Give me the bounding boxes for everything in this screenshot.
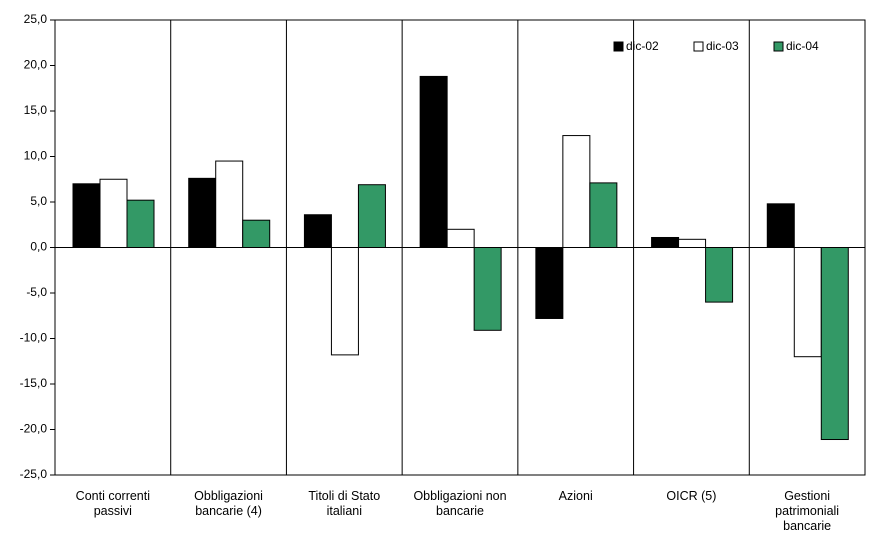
bar — [72, 183, 101, 249]
legend-swatch — [613, 41, 624, 52]
bar — [419, 75, 448, 248]
bar — [126, 199, 155, 248]
bar — [473, 247, 502, 331]
bar — [589, 182, 618, 248]
bar — [303, 214, 332, 249]
x-tick-label: Titoli di Stato italiani — [308, 489, 381, 518]
bar — [99, 178, 128, 248]
bar — [766, 203, 795, 249]
y-tick-label: -15,0 — [20, 376, 48, 390]
bar — [705, 247, 734, 303]
x-tick-label: Azioni — [558, 489, 593, 503]
legend-label: dic-02 — [626, 39, 659, 53]
y-tick-label: 25,0 — [24, 12, 48, 26]
legend-swatch — [693, 41, 704, 52]
x-tick-label: Obbligazioni bancarie (4) — [194, 489, 263, 518]
y-tick-label: 5,0 — [30, 194, 47, 208]
legend-swatch — [773, 41, 784, 52]
bar — [678, 238, 707, 248]
x-tick-label: Gestioni patrimoniali bancarie — [775, 489, 840, 533]
bar — [651, 236, 680, 249]
bar — [535, 247, 564, 319]
legend-label: dic-04 — [786, 39, 819, 53]
y-tick-label: 20,0 — [24, 58, 48, 72]
y-tick-label: 10,0 — [24, 149, 48, 163]
bar — [330, 247, 359, 356]
y-tick-label: 0,0 — [30, 240, 47, 254]
bar — [357, 184, 386, 249]
bar — [562, 135, 591, 249]
y-tick-label: -5,0 — [26, 285, 47, 299]
y-tick-label: -10,0 — [20, 331, 48, 345]
bar — [188, 177, 217, 248]
x-tick-label: OICR (5) — [666, 489, 717, 503]
x-tick-label: Conti correnti passivi — [75, 489, 151, 518]
bar — [793, 247, 822, 358]
bar — [446, 228, 475, 249]
bar — [215, 160, 244, 248]
y-tick-label: 15,0 — [24, 103, 48, 117]
legend-label: dic-03 — [706, 39, 739, 53]
y-tick-label: -20,0 — [20, 422, 48, 436]
bar — [242, 219, 271, 248]
x-tick-label: Obbligazioni non bancarie — [413, 489, 507, 518]
y-tick-label: -25,0 — [20, 467, 48, 481]
bar — [820, 247, 849, 441]
